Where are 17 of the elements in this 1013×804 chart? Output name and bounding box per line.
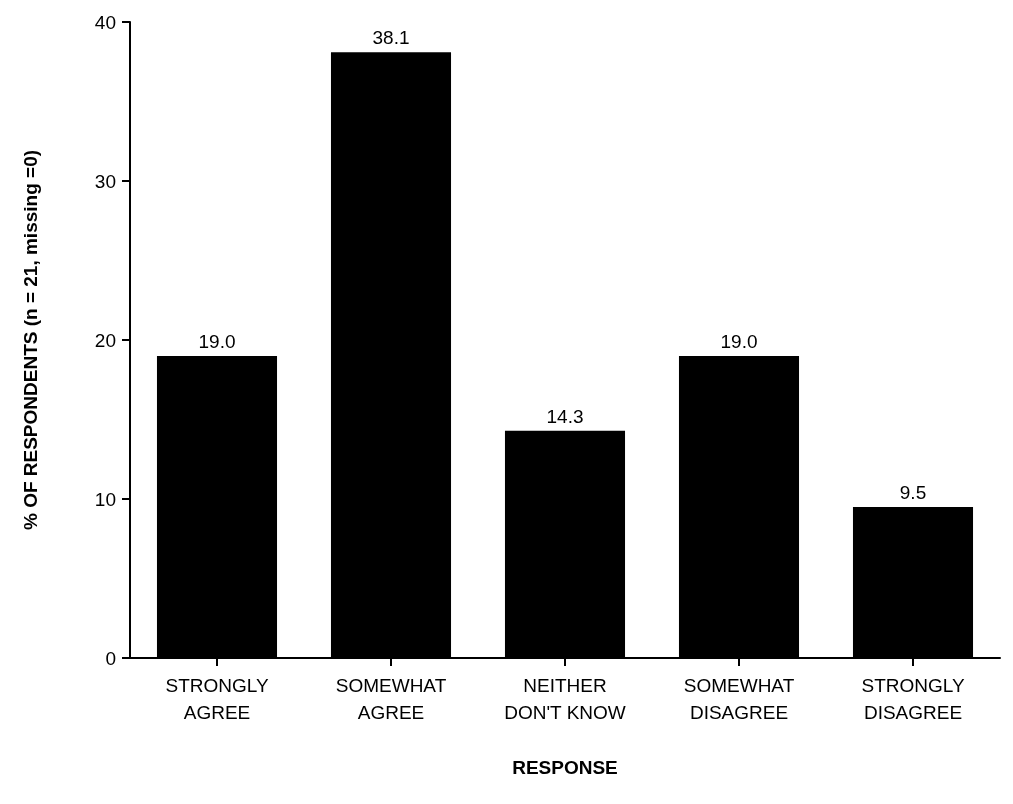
y-tick-label: 0	[105, 647, 116, 669]
y-tick-label: 10	[94, 488, 116, 510]
data-label: 14.3	[546, 405, 584, 427]
y-tick-label: 20	[94, 329, 116, 351]
y-axis-title: % OF RESPONDENTS (n = 21, missing =0)	[20, 149, 41, 531]
x-axis-title: RESPONSE	[512, 757, 618, 778]
data-label: 19.0	[198, 330, 236, 352]
x-tick-label: SOMEWHAT DISAGREE	[683, 675, 795, 723]
y-tick-label: 30	[94, 170, 116, 192]
data-label: 19.0	[720, 330, 758, 352]
x-tick-label: STRONGLY DISAGREE	[861, 675, 965, 723]
y-tick-label: 40	[94, 11, 116, 33]
data-label: 38.1	[372, 27, 410, 49]
x-tick-label: STRONGLY AGREE	[165, 675, 269, 723]
x-tick-label: NEITHER DON'T KNOW	[504, 675, 626, 723]
data-label: 9.5	[899, 481, 927, 503]
x-tick-label: SOMEWHAT AGREE	[335, 675, 447, 723]
